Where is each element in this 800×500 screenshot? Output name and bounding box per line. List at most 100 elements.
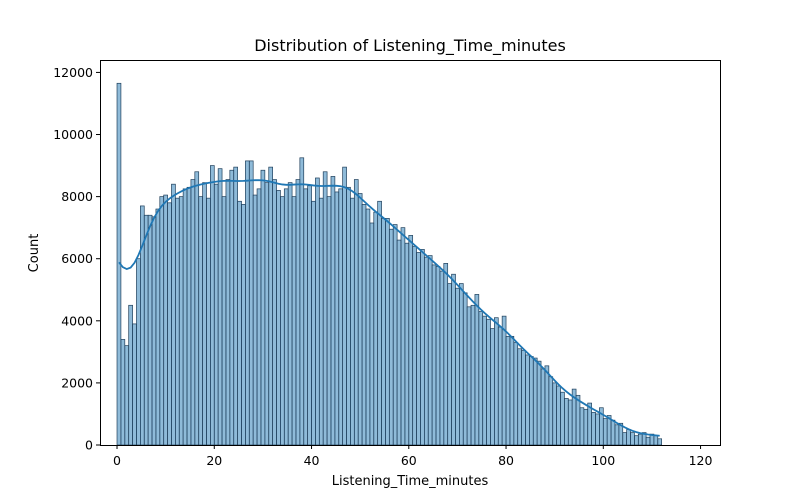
histogram-bar bbox=[509, 335, 515, 446]
histogram-bar bbox=[408, 235, 414, 446]
histogram-bar bbox=[587, 402, 592, 446]
histogram-bar bbox=[159, 196, 165, 446]
histogram-bar bbox=[190, 179, 196, 446]
x-tick-label: 120 bbox=[689, 453, 713, 468]
histogram-bar bbox=[221, 196, 227, 446]
histogram-bar bbox=[381, 218, 386, 446]
histogram-bar bbox=[303, 188, 308, 446]
histogram-bar bbox=[431, 264, 437, 446]
y-tick-label: 4000 bbox=[61, 313, 93, 328]
histogram-bar bbox=[210, 165, 215, 446]
histogram-bar bbox=[346, 186, 351, 446]
histogram-bar bbox=[447, 283, 452, 446]
histogram-bar bbox=[486, 318, 491, 446]
bars-group bbox=[116, 82, 663, 446]
histogram-bar bbox=[622, 432, 627, 446]
histogram-bar bbox=[416, 252, 421, 446]
histogram-bar bbox=[124, 345, 130, 446]
histogram-bar bbox=[268, 166, 273, 446]
histogram-bar bbox=[525, 354, 530, 446]
histogram-bar bbox=[470, 304, 476, 446]
histogram-bar bbox=[295, 179, 301, 446]
histogram-bar bbox=[466, 306, 472, 446]
histogram-bar bbox=[280, 196, 285, 446]
chart-title: Distribution of Listening_Time_minutes bbox=[254, 36, 566, 56]
histogram-bar bbox=[307, 185, 312, 446]
histogram-bar bbox=[552, 382, 557, 446]
histogram-bar bbox=[501, 315, 507, 446]
histogram-bar bbox=[653, 435, 659, 446]
histogram-bar bbox=[540, 368, 546, 446]
histogram-bar bbox=[645, 436, 651, 446]
histogram-bar bbox=[147, 214, 153, 446]
histogram-bar bbox=[462, 292, 468, 446]
histogram-bar bbox=[276, 190, 281, 446]
histogram-bar bbox=[361, 204, 367, 446]
histogram-bar bbox=[338, 188, 344, 446]
histogram-bar bbox=[182, 188, 188, 446]
y-tick-label: 12000 bbox=[53, 65, 93, 80]
histogram-bar bbox=[385, 218, 390, 446]
histogram-bar bbox=[451, 273, 456, 446]
histogram-bar bbox=[272, 179, 277, 446]
histogram-bar bbox=[529, 356, 534, 446]
histogram-bar bbox=[443, 263, 449, 446]
histogram-bar bbox=[353, 179, 359, 446]
histogram-bar bbox=[350, 197, 355, 446]
histogram-bar bbox=[634, 435, 639, 446]
histogram-bar bbox=[202, 182, 207, 446]
histogram-bar bbox=[517, 348, 522, 446]
histogram-bar bbox=[544, 365, 550, 446]
y-tick-label: 2000 bbox=[61, 375, 93, 390]
histogram-bar bbox=[128, 304, 133, 446]
histogram-bar bbox=[178, 196, 184, 446]
histogram-bar bbox=[357, 193, 363, 446]
histogram-bar bbox=[377, 200, 382, 446]
histogram-bar bbox=[330, 176, 336, 446]
histogram-bar bbox=[143, 214, 149, 446]
histogram-bar bbox=[424, 256, 429, 446]
histogram-bar bbox=[237, 200, 242, 446]
histogram-bar bbox=[163, 194, 168, 446]
x-tick-label: 60 bbox=[401, 453, 417, 468]
histogram-bar bbox=[420, 249, 425, 446]
histogram-bar bbox=[459, 283, 464, 446]
histogram-bar bbox=[630, 432, 635, 446]
histogram-bar bbox=[494, 317, 499, 446]
histogram-bar bbox=[513, 342, 519, 446]
y-axis-ticks: 0 2000 4000 6000 8000 10000 12000 bbox=[53, 65, 100, 453]
histogram-bar bbox=[132, 323, 137, 446]
histogram-bar bbox=[264, 182, 270, 446]
histogram-bar bbox=[260, 169, 266, 446]
histogram-bar bbox=[497, 326, 503, 446]
histogram-bar bbox=[120, 339, 126, 446]
histogram-bar bbox=[626, 429, 631, 446]
histogram-bar bbox=[245, 160, 250, 446]
histogram-bar bbox=[213, 183, 219, 446]
histogram-bar bbox=[315, 177, 320, 446]
histogram-bar bbox=[198, 196, 203, 446]
x-tick-label: 20 bbox=[206, 453, 222, 468]
histogram-bar bbox=[291, 196, 297, 446]
histogram-bar bbox=[248, 160, 254, 446]
histogram-bar bbox=[435, 266, 441, 446]
histogram-bar bbox=[256, 188, 262, 446]
histogram-bar bbox=[591, 412, 596, 446]
histogram-bar bbox=[404, 242, 410, 446]
y-tick-label: 6000 bbox=[61, 251, 93, 266]
histogram-bar bbox=[311, 200, 316, 446]
y-axis-label: Count bbox=[27, 234, 42, 273]
histogram-bar bbox=[206, 197, 211, 446]
x-tick-label: 100 bbox=[591, 453, 615, 468]
y-tick-label: 10000 bbox=[53, 127, 93, 142]
histogram-bar bbox=[427, 255, 433, 446]
histogram-bar bbox=[155, 208, 161, 446]
histogram-bar bbox=[575, 394, 581, 446]
histogram-bar bbox=[595, 413, 600, 446]
histogram-bar bbox=[490, 328, 495, 446]
histogram-bar bbox=[614, 424, 620, 446]
histogram-bar bbox=[318, 197, 324, 446]
histogram-bar bbox=[474, 294, 480, 446]
histogram-bar bbox=[365, 208, 371, 446]
